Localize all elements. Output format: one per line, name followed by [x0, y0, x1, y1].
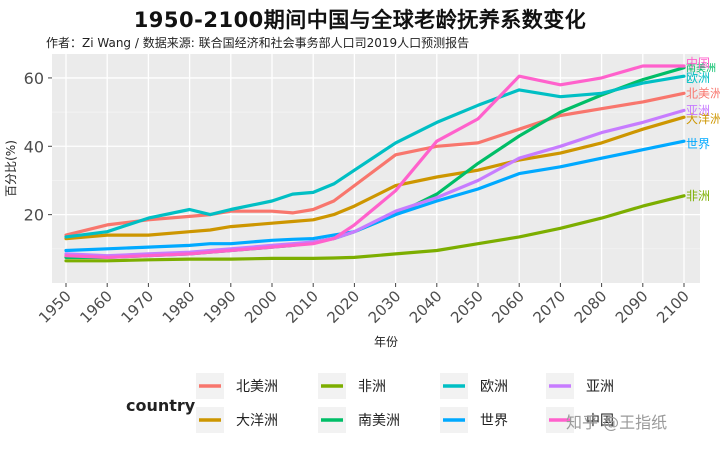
series-end-label: 北美洲 [686, 86, 720, 100]
legend-label: 非洲 [358, 379, 386, 395]
x-tick-label: 2000 [241, 287, 281, 327]
chart-subtitle: 作者：Zi Wang / 数据来源: 联合国经济和社会事务部人口司2019人口预… [46, 36, 470, 50]
series-line-7 [64, 64, 686, 259]
series-end-label: 南美洲 [686, 62, 716, 75]
series-end-label: 大洋洲 [686, 111, 720, 126]
series-end-label: 亚洲 [686, 103, 710, 117]
x-tick-label: 2040 [406, 287, 446, 327]
x-tick-label: 2070 [529, 287, 569, 327]
y-tick-label: 20 [24, 206, 44, 225]
x-tick-label: 2010 [282, 287, 322, 327]
y-tick-label: 60 [24, 69, 44, 88]
legend-label: 世界 [480, 413, 508, 429]
x-tick-label: 2020 [323, 287, 363, 327]
series-line-4 [64, 74, 686, 239]
series-line-1 [64, 115, 686, 241]
x-tick-label: 1990 [200, 287, 240, 327]
series-line-5 [64, 139, 686, 253]
x-tick-label: 1980 [159, 287, 199, 327]
legend-title: country [126, 396, 196, 415]
series-end-label: 非洲 [686, 189, 710, 203]
x-tick-label: 2080 [571, 287, 611, 327]
series-line-2 [64, 194, 686, 263]
series-end-label: 世界 [686, 137, 710, 151]
chart-title: 1950-2100期间中国与全球老龄抚养系数变化 [133, 8, 587, 32]
x-tick-label: 2060 [488, 287, 528, 327]
y-tick-label: 40 [24, 137, 44, 156]
legend-label: 亚洲 [586, 379, 614, 395]
x-tick-label: 1960 [76, 287, 116, 327]
legend-label: 北美洲 [236, 379, 278, 395]
series-end-label: 欧洲 [686, 71, 710, 85]
y-axis-title: 百分比(%) [4, 140, 18, 197]
x-tick-label: 1950 [35, 287, 75, 327]
x-tick-label: 2090 [612, 287, 652, 327]
series-end-label: 中国 [686, 55, 710, 70]
x-tick-label: 2050 [447, 287, 487, 327]
x-tick-label: 2030 [365, 287, 405, 327]
x-axis-title: 年份 [374, 335, 398, 349]
legend-label: 南美洲 [358, 413, 400, 429]
x-tick-label: 1970 [117, 287, 157, 327]
legend-label: 欧洲 [480, 379, 508, 395]
legend-label: 大洋洲 [236, 413, 278, 429]
watermark-text: 知乎 @王指纸 [566, 413, 668, 432]
legend-label: 中国 [586, 413, 614, 429]
series-line-0 [64, 91, 686, 237]
x-tick-label: 2100 [653, 287, 693, 327]
